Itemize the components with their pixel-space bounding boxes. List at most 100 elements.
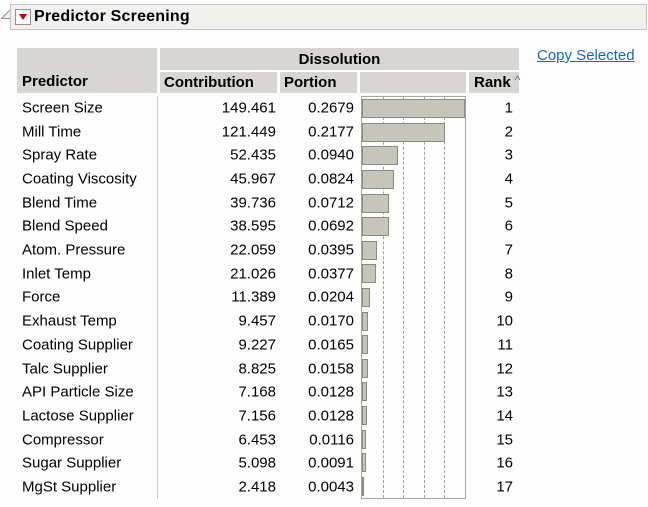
rank-cell: 12 [496, 360, 513, 378]
chart-gridline [382, 97, 384, 498]
portion-cell: 0.0128 [308, 407, 354, 425]
red-triangle-icon [19, 14, 27, 20]
contribution-cell: 2.418 [238, 478, 276, 496]
table-row[interactable]: Screen Size 149.461 0.2679 1 [17, 96, 519, 120]
table-row[interactable]: Spray Rate 52.435 0.0940 3 [17, 143, 519, 167]
portion-cell: 0.0170 [308, 312, 354, 330]
column-header-rank[interactable]: Rank ^ [469, 72, 520, 93]
table-row[interactable]: Atom. Pressure 22.059 0.0395 7 [17, 238, 519, 262]
contribution-cell: 9.227 [238, 336, 276, 354]
table-body: Screen Size 149.461 0.2679 1 Mill Time 1… [17, 96, 519, 499]
predictor-cell: Blend Time [22, 194, 98, 212]
portion-cell: 0.0940 [308, 146, 354, 164]
rank-cell: 9 [504, 288, 513, 306]
predictor-cell: Compressor [22, 431, 104, 449]
table-row[interactable]: Blend Time 39.736 0.0712 5 [17, 191, 519, 215]
table-row[interactable]: Force 11.389 0.0204 9 [17, 286, 519, 310]
contribution-bar[interactable] [362, 193, 389, 213]
contribution-bar[interactable] [362, 335, 368, 355]
contribution-bar[interactable] [362, 264, 376, 284]
portion-cell: 0.0158 [308, 360, 354, 378]
rank-cell: 4 [504, 170, 513, 188]
predictor-cell: Coating Viscosity [22, 170, 137, 188]
table-row[interactable]: Coating Supplier 9.227 0.0165 11 [17, 333, 519, 357]
rank-cell: 10 [496, 312, 513, 330]
table-row[interactable]: Mill Time 121.449 0.2177 2 [17, 120, 519, 144]
table-row[interactable]: Lactose Supplier 7.156 0.0128 14 [17, 404, 519, 428]
contribution-bar[interactable] [362, 146, 398, 166]
contribution-cell: 11.389 [231, 288, 276, 306]
column-header-portion[interactable]: Portion [280, 72, 357, 93]
predictor-cell: Talc Supplier [22, 360, 108, 378]
column-header-contribution[interactable]: Contribution [160, 72, 277, 93]
rank-cell: 16 [496, 454, 513, 472]
portion-cell: 0.0116 [309, 431, 354, 449]
contribution-cell: 8.825 [238, 360, 276, 378]
report-title-bar: Predictor Screening [10, 4, 647, 30]
contribution-cell: 52.435 [230, 146, 276, 164]
rank-header-label: Rank [474, 74, 511, 91]
table-row[interactable]: API Particle Size 7.168 0.0128 13 [17, 380, 519, 404]
table-row[interactable]: Inlet Temp 21.026 0.0377 8 [17, 262, 519, 286]
rank-cell: 8 [504, 265, 513, 283]
portion-cell: 0.0165 [308, 336, 354, 354]
contribution-bar[interactable] [362, 429, 366, 449]
contribution-cell: 7.156 [238, 407, 276, 425]
contribution-cell: 6.453 [238, 431, 276, 449]
contribution-bar[interactable] [362, 476, 364, 496]
table-row[interactable]: Coating Viscosity 45.967 0.0824 4 [17, 167, 519, 191]
contribution-cell: 149.461 [221, 99, 276, 117]
rank-cell: 13 [496, 383, 513, 401]
predictor-column-divider [157, 96, 158, 499]
page-title: Predictor Screening [34, 8, 190, 25]
contribution-bar[interactable] [362, 382, 367, 402]
portion-cell: 0.2177 [308, 123, 354, 141]
predictor-cell: Lactose Supplier [22, 407, 134, 425]
contribution-bar[interactable] [362, 240, 377, 260]
rank-cell: 7 [504, 241, 513, 259]
copy-selected-link[interactable]: Copy Selected [537, 47, 635, 64]
contribution-bar[interactable] [362, 170, 394, 190]
contribution-bar[interactable] [362, 453, 366, 473]
portion-cell: 0.0824 [308, 170, 354, 188]
contribution-bar[interactable] [362, 217, 389, 237]
contribution-bar[interactable] [362, 288, 370, 307]
rank-cell: 15 [496, 431, 513, 449]
contribution-cell: 22.059 [230, 241, 276, 259]
chart-gridline [403, 97, 405, 498]
contribution-bar-chart [361, 96, 466, 499]
table-row[interactable]: Exhaust Temp 9.457 0.0170 10 [17, 309, 519, 333]
predictor-cell: Sugar Supplier [22, 454, 122, 472]
contribution-cell: 5.098 [238, 454, 276, 472]
column-header-predictor[interactable]: Predictor [17, 48, 157, 93]
rank-cell: 2 [504, 123, 513, 141]
contribution-bar[interactable] [362, 405, 367, 425]
predictor-cell: Inlet Temp [22, 265, 91, 283]
rank-cell: 6 [504, 217, 513, 235]
contribution-bar[interactable] [362, 358, 368, 378]
rank-cell: 3 [504, 146, 513, 164]
portion-cell: 0.0091 [308, 454, 354, 472]
table-row[interactable]: Blend Speed 38.595 0.0692 6 [17, 215, 519, 239]
portion-cell: 0.0204 [308, 288, 354, 306]
rank-cell: 1 [504, 99, 513, 117]
table-row[interactable]: Talc Supplier 8.825 0.0158 12 [17, 357, 519, 381]
predictor-cell: Force [22, 288, 61, 306]
contribution-bar[interactable] [362, 311, 368, 331]
predictor-cell: MgSt Supplier [22, 478, 117, 496]
column-header-bar-chart [360, 72, 466, 93]
contribution-bar[interactable] [362, 122, 445, 142]
contribution-cell: 7.168 [238, 383, 276, 401]
table-row[interactable]: Sugar Supplier 5.098 0.0091 16 [17, 452, 519, 476]
predictor-cell: Mill Time [22, 123, 82, 141]
chart-gridline [423, 97, 425, 498]
contribution-cell: 21.026 [230, 265, 276, 283]
table-row[interactable]: Compressor 6.453 0.0116 15 [17, 428, 519, 452]
red-triangle-menu-button[interactable] [15, 9, 31, 25]
contribution-bar[interactable] [362, 99, 465, 119]
rank-cell: 11 [497, 336, 513, 354]
predictor-cell: Screen Size [22, 99, 103, 117]
contribution-cell: 38.595 [230, 217, 276, 235]
chart-gridline [444, 97, 446, 498]
table-row[interactable]: MgSt Supplier 2.418 0.0043 17 [17, 475, 519, 499]
